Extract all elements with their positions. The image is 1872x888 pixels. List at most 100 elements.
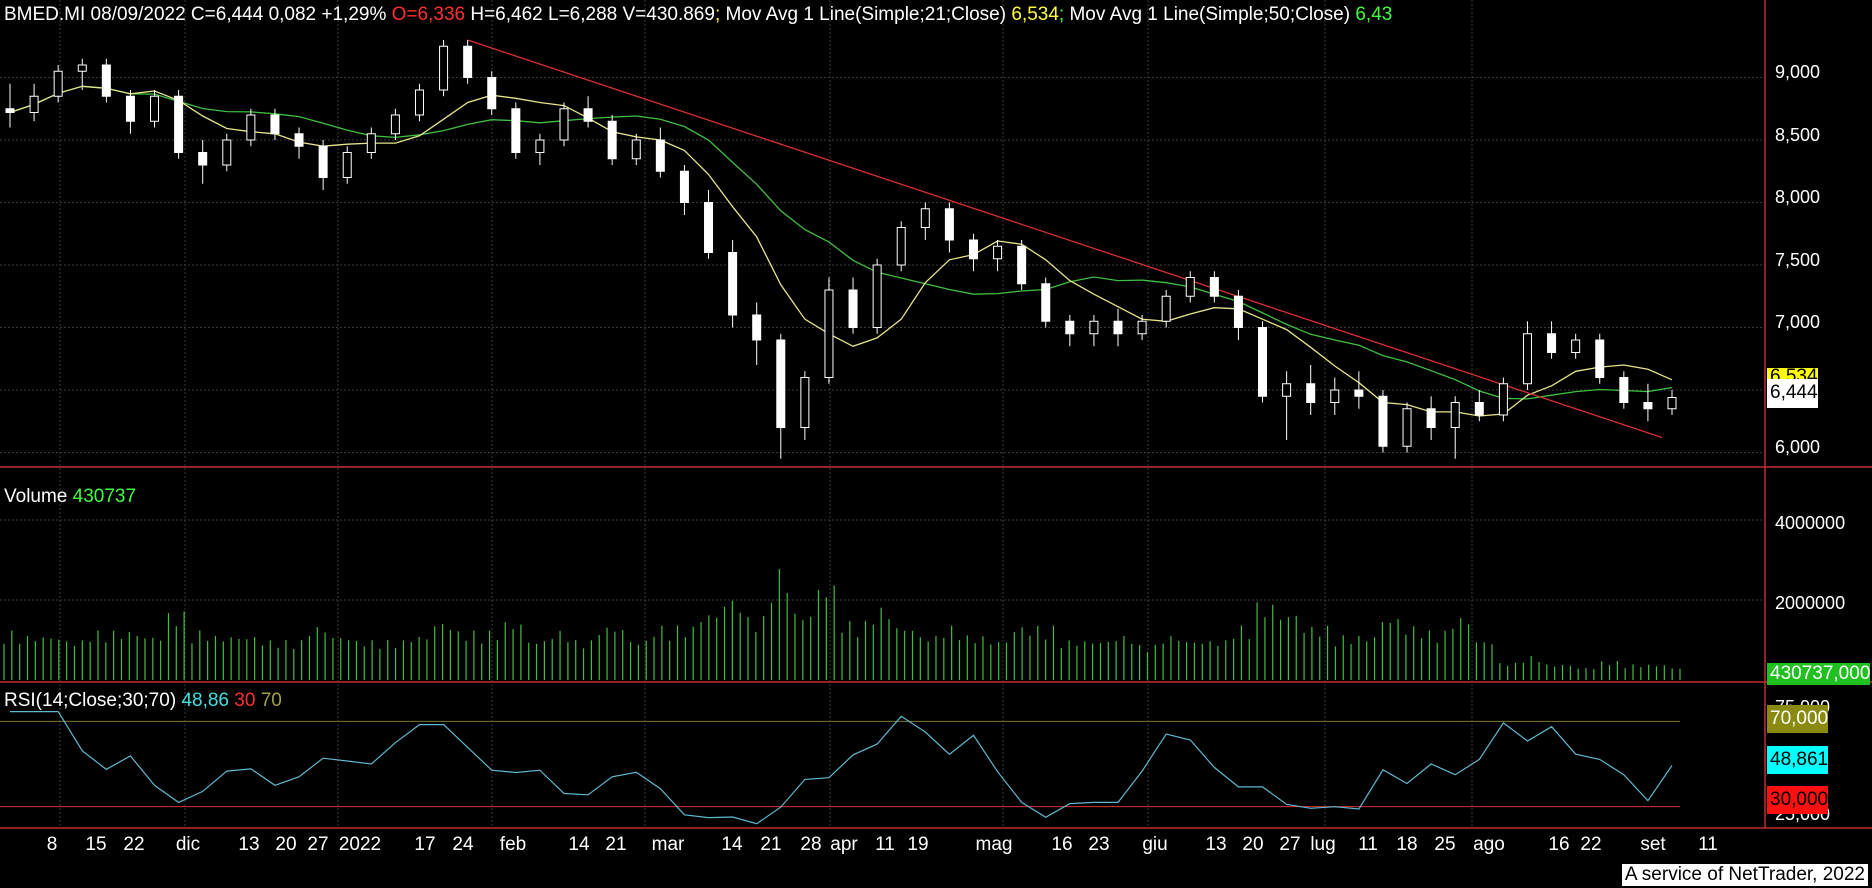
candle-body xyxy=(1137,320,1147,335)
ma21-line xyxy=(9,85,1673,417)
rsi-value-box: 48,861 xyxy=(1767,746,1829,774)
rsi-value: 48,86 xyxy=(181,690,229,711)
candle-body xyxy=(776,339,786,428)
candle-body xyxy=(463,45,473,78)
x-tick-label: 23 xyxy=(1088,834,1110,855)
candle-body xyxy=(1065,320,1075,335)
volume-bars xyxy=(3,568,1681,680)
x-tick-label: 24 xyxy=(452,834,474,855)
candle-body xyxy=(1185,277,1195,297)
candle-body xyxy=(1426,408,1436,428)
rsi-high-level: 70 xyxy=(260,690,282,711)
candle-body xyxy=(993,245,1003,260)
x-tick-label: mar xyxy=(651,834,685,855)
candle-body xyxy=(53,70,63,97)
candle-body xyxy=(77,64,87,72)
ma50-line xyxy=(9,85,1673,400)
candle-body xyxy=(1282,383,1292,397)
candle-body xyxy=(1547,333,1557,353)
trend-series xyxy=(467,39,1663,439)
candle-body xyxy=(1450,402,1460,428)
rsi-label: RSI(14;Close;30;70) xyxy=(4,690,177,711)
candle-body xyxy=(1571,339,1581,353)
x-tick-label: 11 xyxy=(875,834,895,855)
candle-body xyxy=(1498,383,1508,416)
candle-body xyxy=(511,108,521,153)
candle-body xyxy=(944,208,954,241)
candle-body xyxy=(968,239,978,260)
volume-header: Volume 430737 xyxy=(4,486,136,508)
header-ma21-value: 6,534 xyxy=(1011,4,1059,25)
volume-tick: 2000000 xyxy=(1775,593,1846,613)
x-tick-label: 28 xyxy=(800,834,822,855)
header-open: O=6,336 xyxy=(391,4,466,25)
candle-body xyxy=(1017,245,1027,285)
candle-body xyxy=(125,95,135,122)
candle-body xyxy=(150,95,160,122)
x-tick-label: mag xyxy=(975,834,1013,855)
candle-body xyxy=(583,108,593,122)
rsi-line xyxy=(0,710,1680,825)
ma21-series xyxy=(9,85,1673,417)
candle-body xyxy=(342,152,352,178)
candle-body xyxy=(1354,389,1364,397)
x-tick-label: 11 xyxy=(1358,834,1378,855)
x-tick-label: 16 xyxy=(1548,834,1570,855)
candle-body xyxy=(607,120,617,160)
x-tick-label: giu xyxy=(1142,834,1168,855)
header-sep: ; xyxy=(1058,4,1065,25)
candle-body xyxy=(1041,283,1051,322)
candle-body xyxy=(1643,402,1653,410)
candle-body xyxy=(1161,295,1171,322)
price-tick: 8,500 xyxy=(1775,125,1821,145)
price-header: BMED.MI 08/09/2022 C=6,444 0,082 +1,29% … xyxy=(4,4,1392,26)
rsi-series xyxy=(10,710,1673,825)
candle-body xyxy=(1258,327,1268,397)
close-value-box: 6,444 xyxy=(1767,379,1818,408)
candle-body xyxy=(1306,383,1316,403)
candle-body xyxy=(29,95,39,113)
x-tick-label: 2022 xyxy=(338,834,382,855)
candle-body xyxy=(5,108,15,113)
rsi-low-box: 30,000 xyxy=(1767,786,1829,814)
x-tick-label: 22 xyxy=(123,834,145,855)
x-tick-label: 14 xyxy=(721,834,743,855)
x-tick-label: 27 xyxy=(1279,834,1301,855)
candle-body xyxy=(800,377,810,428)
credit-text: A service of NetTrader, 2022 xyxy=(1621,864,1868,886)
candle-body xyxy=(631,139,641,160)
candle-body xyxy=(318,145,328,178)
volume-tick: 4000000 xyxy=(1775,513,1846,533)
price-tick: 9,000 xyxy=(1775,62,1821,82)
x-tick-label: 20 xyxy=(1242,834,1264,855)
price-tick: 7,500 xyxy=(1775,250,1821,270)
x-tick-label: 8 xyxy=(46,834,58,855)
candle-body xyxy=(559,108,569,141)
x-tick-label: 27 xyxy=(307,834,329,855)
header-sep: ; xyxy=(714,4,721,25)
candle-body xyxy=(704,202,714,253)
x-tick-label: 16 xyxy=(1051,834,1073,855)
grid-lines xyxy=(0,0,1765,828)
volume-value-box: 430737,000 xyxy=(1767,663,1871,685)
candle-body xyxy=(1113,320,1123,335)
candle-body xyxy=(1209,277,1219,297)
price-tick: 7,000 xyxy=(1775,312,1821,332)
candle-body xyxy=(198,152,208,166)
candle-body xyxy=(896,227,906,266)
x-tick-label: 11 xyxy=(1698,834,1718,855)
ma50-series xyxy=(9,85,1673,400)
header-ma50-value: 6,43 xyxy=(1355,4,1393,25)
x-tick-label: 22 xyxy=(1580,834,1602,855)
candle-body xyxy=(1378,395,1388,447)
trend-line xyxy=(467,39,1663,439)
candle-body xyxy=(174,95,184,153)
candle-body xyxy=(222,139,232,166)
candle-body xyxy=(535,139,545,153)
candle-body xyxy=(728,252,738,316)
candle-body xyxy=(872,264,882,328)
rsi-low-level: 30 xyxy=(234,690,256,711)
x-tick-label: 25 xyxy=(1434,834,1456,855)
x-tick-label: 14 xyxy=(568,834,590,855)
